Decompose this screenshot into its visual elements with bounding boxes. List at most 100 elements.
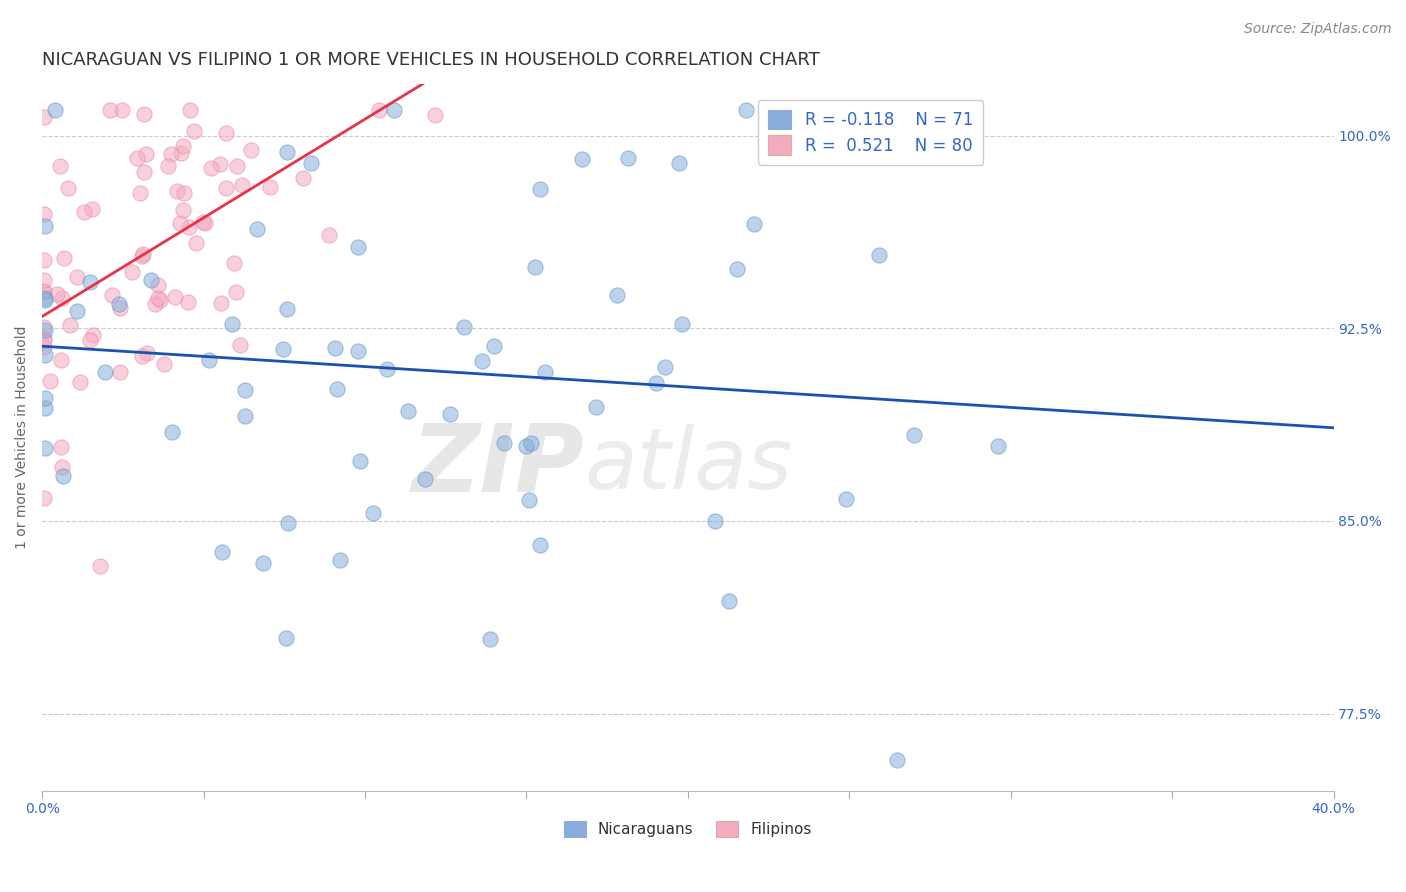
Point xyxy=(318,227,340,242)
Point xyxy=(38,374,60,388)
Point xyxy=(34,348,56,362)
Point xyxy=(717,593,740,607)
Point xyxy=(211,545,233,559)
Point xyxy=(51,460,73,475)
Text: NICARAGUAN VS FILIPINO 1 OR MORE VEHICLES IN HOUSEHOLD CORRELATION CHART: NICARAGUAN VS FILIPINO 1 OR MORE VEHICLE… xyxy=(42,51,820,69)
Point xyxy=(903,428,925,442)
Point xyxy=(65,304,87,318)
Point xyxy=(173,186,195,200)
Point xyxy=(135,146,157,161)
Point xyxy=(32,340,55,354)
Point xyxy=(134,107,156,121)
Point xyxy=(32,273,55,287)
Point xyxy=(439,407,461,421)
Point xyxy=(51,291,73,305)
Point xyxy=(725,262,748,277)
Point xyxy=(177,294,200,309)
Point xyxy=(571,152,593,166)
Point xyxy=(361,506,384,520)
Point xyxy=(415,472,437,486)
Point xyxy=(529,538,551,552)
Point xyxy=(149,293,172,308)
Point xyxy=(326,382,349,396)
Point xyxy=(292,171,315,186)
Point xyxy=(191,215,214,229)
Point xyxy=(209,295,232,310)
Text: Source: ZipAtlas.com: Source: ZipAtlas.com xyxy=(1244,22,1392,37)
Point xyxy=(32,319,55,334)
Point xyxy=(233,409,256,423)
Point xyxy=(172,139,194,153)
Point xyxy=(235,383,257,397)
Point xyxy=(617,151,640,165)
Point xyxy=(169,216,191,230)
Text: atlas: atlas xyxy=(585,424,793,508)
Point xyxy=(271,342,294,356)
Point xyxy=(34,293,56,307)
Point xyxy=(32,285,55,300)
Point xyxy=(132,247,155,261)
Point xyxy=(98,103,121,117)
Point xyxy=(160,147,183,161)
Point xyxy=(259,180,281,194)
Point xyxy=(46,287,69,301)
Point xyxy=(32,331,55,345)
Point xyxy=(34,322,56,336)
Point xyxy=(515,439,537,453)
Point xyxy=(517,492,540,507)
Point xyxy=(585,400,607,414)
Point xyxy=(222,256,245,270)
Point xyxy=(146,278,169,293)
Point xyxy=(32,284,55,298)
Point xyxy=(32,253,55,268)
Point xyxy=(89,558,111,573)
Point xyxy=(51,440,73,454)
Point xyxy=(240,144,263,158)
Point xyxy=(179,103,201,117)
Point xyxy=(131,349,153,363)
Point xyxy=(127,151,149,165)
Point xyxy=(482,339,505,353)
Point xyxy=(606,287,628,301)
Point xyxy=(654,359,676,374)
Point xyxy=(148,291,170,305)
Point xyxy=(471,354,494,368)
Point xyxy=(94,365,117,379)
Point xyxy=(834,492,856,507)
Point xyxy=(49,352,72,367)
Point xyxy=(177,220,200,235)
Point xyxy=(382,103,405,117)
Point xyxy=(276,301,298,316)
Text: ZIP: ZIP xyxy=(412,419,585,512)
Point xyxy=(533,365,555,379)
Point xyxy=(153,357,176,371)
Point xyxy=(170,145,193,160)
Point xyxy=(987,439,1010,453)
Point xyxy=(645,376,668,390)
Point xyxy=(523,260,546,274)
Point xyxy=(215,127,238,141)
Point xyxy=(34,219,56,234)
Point xyxy=(139,272,162,286)
Point xyxy=(529,182,551,196)
Point xyxy=(194,216,217,230)
Point xyxy=(32,491,55,505)
Point xyxy=(349,454,371,468)
Point xyxy=(143,296,166,310)
Point xyxy=(183,124,205,138)
Point xyxy=(32,207,55,221)
Point xyxy=(274,631,297,645)
Point xyxy=(215,180,238,194)
Point xyxy=(160,425,183,439)
Point xyxy=(111,103,134,117)
Point xyxy=(32,334,55,348)
Point xyxy=(32,110,55,124)
Point xyxy=(301,156,323,170)
Point xyxy=(163,289,186,303)
Point xyxy=(100,288,122,302)
Point xyxy=(34,291,56,305)
Y-axis label: 1 or more Vehicles in Household: 1 or more Vehicles in Household xyxy=(15,326,30,549)
Point xyxy=(423,108,446,122)
Point xyxy=(69,375,91,389)
Point xyxy=(172,203,194,218)
